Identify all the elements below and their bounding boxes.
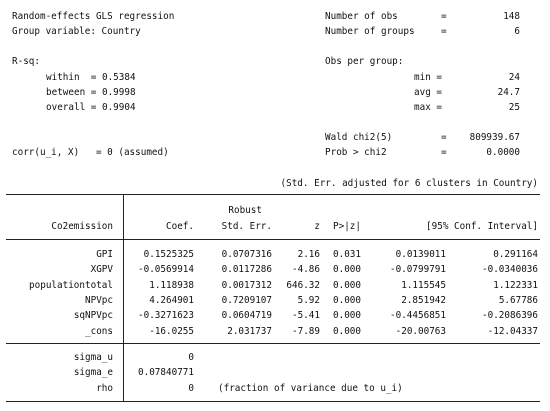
table-coef-rule [6, 343, 540, 344]
row-variable: GPI [96, 249, 113, 260]
row-z: 5.92 [297, 295, 320, 306]
cluster-note: (Std. Err. adjusted for 6 clusters in Co… [280, 178, 538, 189]
rsq-within: within = 0.5384 [46, 72, 136, 83]
col-std-err: Std. Err. [221, 221, 272, 232]
nobs-value: 148 [503, 11, 520, 22]
row-ci-low: 2.851942 [401, 295, 446, 306]
row-z: -7.89 [292, 326, 320, 337]
row-std-err: 0.7209107 [221, 295, 272, 306]
row-z: -4.86 [292, 264, 320, 275]
sigma-u-label: sigma_u [73, 352, 113, 363]
ngroups-eq: = [441, 26, 447, 37]
row-ci-high: 0.291164 [493, 249, 538, 260]
wald-eq: = [441, 132, 447, 143]
row-variable: NPVpc [85, 295, 113, 306]
row-variable: XGPV [90, 264, 113, 275]
col-z: z [314, 221, 320, 232]
row-coef: -0.0569914 [138, 264, 194, 275]
row-z: 2.16 [297, 249, 320, 260]
row-ci-low: -20.00763 [395, 326, 446, 337]
rsq-label: R-sq: [12, 56, 40, 67]
corr-assumption: corr(u_i, X) = 0 (assumed) [12, 147, 169, 158]
robust-label: Robust [228, 205, 262, 216]
ngroups-label: Number of groups [325, 26, 415, 37]
row-ci-low: -0.4456851 [390, 310, 446, 321]
sigma-u-value: 0 [188, 352, 194, 363]
table-bottom-rule [6, 401, 540, 402]
obs-max-value: 25 [508, 102, 520, 113]
row-p: 0.000 [333, 280, 361, 291]
rho-note: (fraction of variance due to u_i) [218, 383, 403, 394]
regression-title: Random-effects GLS regression [12, 11, 175, 22]
dep-var-label: Co2emission [51, 221, 113, 232]
row-ci-low: 0.0139011 [395, 249, 446, 260]
row-ci-high: 1.122331 [493, 280, 538, 291]
obs-per-group-label: Obs per group: [325, 56, 404, 67]
row-p: 0.000 [333, 295, 361, 306]
rsq-between: between = 0.9998 [46, 87, 136, 98]
row-coef: 0.1525325 [143, 249, 194, 260]
table-divider [123, 194, 124, 401]
row-ci-high: -0.2086396 [482, 310, 538, 321]
wald-label: Wald chi2(5) [325, 132, 393, 143]
row-p: 0.000 [333, 310, 361, 321]
row-coef: 4.264901 [149, 295, 194, 306]
prob-label: Prob > chi2 [325, 147, 387, 158]
col-p: P>|z| [333, 221, 361, 232]
row-variable: _cons [85, 326, 113, 337]
row-ci-low: 1.115545 [401, 280, 446, 291]
table-top-rule [6, 194, 540, 195]
obs-min-value: 24 [508, 72, 520, 83]
row-variable: sqNPVpc [73, 310, 113, 321]
col-coef: Coef. [166, 221, 194, 232]
row-ci-low: -0.0799791 [390, 264, 446, 275]
nobs-label: Number of obs [325, 11, 398, 22]
row-std-err: 0.0707316 [221, 249, 272, 260]
obs-max-label: max = [414, 102, 442, 113]
row-variable: populationtotal [29, 280, 113, 291]
row-ci-high: -12.04337 [487, 326, 538, 337]
row-p: 0.000 [333, 264, 361, 275]
row-ci-high: 5.67786 [498, 295, 538, 306]
obs-min-label: min = [414, 72, 442, 83]
prob-value: 0.0000 [486, 147, 520, 158]
rsq-overall: overall = 0.9904 [46, 102, 136, 113]
rho-value: 0 [188, 383, 194, 394]
wald-value: 809939.67 [469, 132, 520, 143]
row-ci-high: -0.0340036 [482, 264, 538, 275]
row-coef: 1.118938 [149, 280, 194, 291]
row-z: 646.32 [286, 280, 320, 291]
obs-avg-label: avg = [414, 87, 442, 98]
sigma-e-value: 0.07840771 [138, 367, 194, 378]
row-std-err: 0.0604719 [221, 310, 272, 321]
col-conf-interval: [95% Conf. Interval] [426, 221, 538, 232]
row-z: -5.41 [292, 310, 320, 321]
sigma-e-label: sigma_e [73, 367, 113, 378]
row-p: 0.031 [333, 249, 361, 260]
table-header-rule [6, 239, 540, 240]
obs-avg-value: 24.7 [497, 87, 520, 98]
ngroups-value: 6 [514, 26, 520, 37]
rho-label: rho [96, 383, 113, 394]
row-coef: -0.3271623 [138, 310, 194, 321]
row-p: 0.000 [333, 326, 361, 337]
row-coef: -16.0255 [149, 326, 194, 337]
row-std-err: 0.0117286 [221, 264, 272, 275]
prob-eq: = [441, 147, 447, 158]
row-std-err: 2.031737 [227, 326, 272, 337]
group-variable: Group variable: Country [12, 26, 141, 37]
nobs-eq: = [441, 11, 447, 22]
row-std-err: 0.0017312 [221, 280, 272, 291]
